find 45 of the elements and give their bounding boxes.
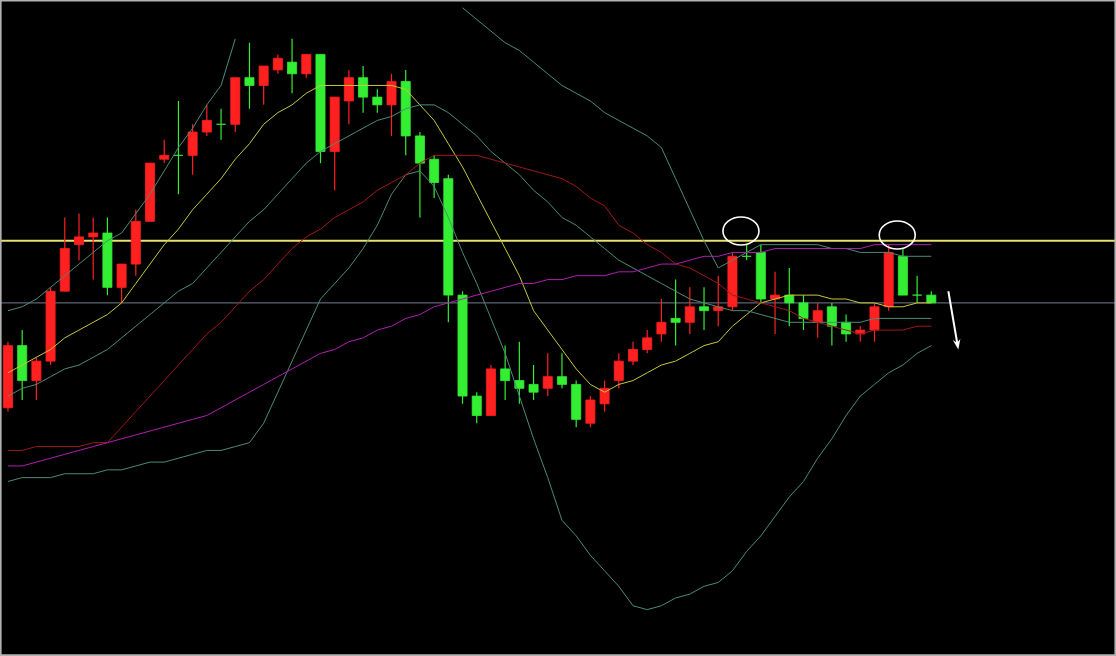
candlestick — [656, 298, 667, 343]
candlestick — [216, 108, 226, 141]
candlestick — [826, 302, 837, 347]
candlestick — [414, 131, 425, 219]
candlestick — [670, 279, 681, 347]
candlestick — [869, 302, 880, 343]
candlestick — [471, 391, 482, 424]
candlestick — [372, 88, 383, 114]
candlestick — [557, 352, 567, 389]
candlestick — [542, 352, 553, 397]
candlestick — [244, 42, 255, 110]
candlestick — [897, 247, 908, 296]
candlestick — [287, 38, 298, 94]
candlestick — [642, 329, 653, 354]
candlestick — [258, 65, 269, 106]
candlestick — [684, 286, 695, 335]
candlestick — [173, 100, 184, 195]
candlestick — [812, 302, 823, 339]
candlestick — [343, 69, 354, 125]
candlestick — [59, 216, 70, 292]
candlestick — [17, 329, 28, 401]
candlestick — [272, 53, 283, 75]
candlestick — [230, 77, 241, 133]
candlestick — [301, 53, 312, 79]
candlestick — [429, 154, 440, 199]
candlestick — [628, 341, 638, 366]
candlestick — [571, 379, 582, 428]
candlestick — [770, 271, 780, 335]
candlestick — [130, 209, 141, 277]
candlestick — [116, 263, 127, 304]
candlestick — [386, 73, 397, 137]
candlestick — [187, 123, 198, 176]
candlestick — [699, 286, 709, 331]
candlestick — [798, 294, 809, 331]
candlestick — [912, 275, 923, 304]
candlestick — [500, 345, 511, 401]
candlestick — [159, 139, 170, 164]
candlestick — [358, 65, 369, 114]
candlestick — [755, 244, 766, 304]
candlestick — [486, 364, 496, 417]
candlestick — [201, 104, 212, 137]
candlestick — [74, 212, 84, 261]
candlestick — [613, 352, 624, 389]
candlestick — [784, 267, 795, 327]
candlestick — [88, 216, 99, 281]
